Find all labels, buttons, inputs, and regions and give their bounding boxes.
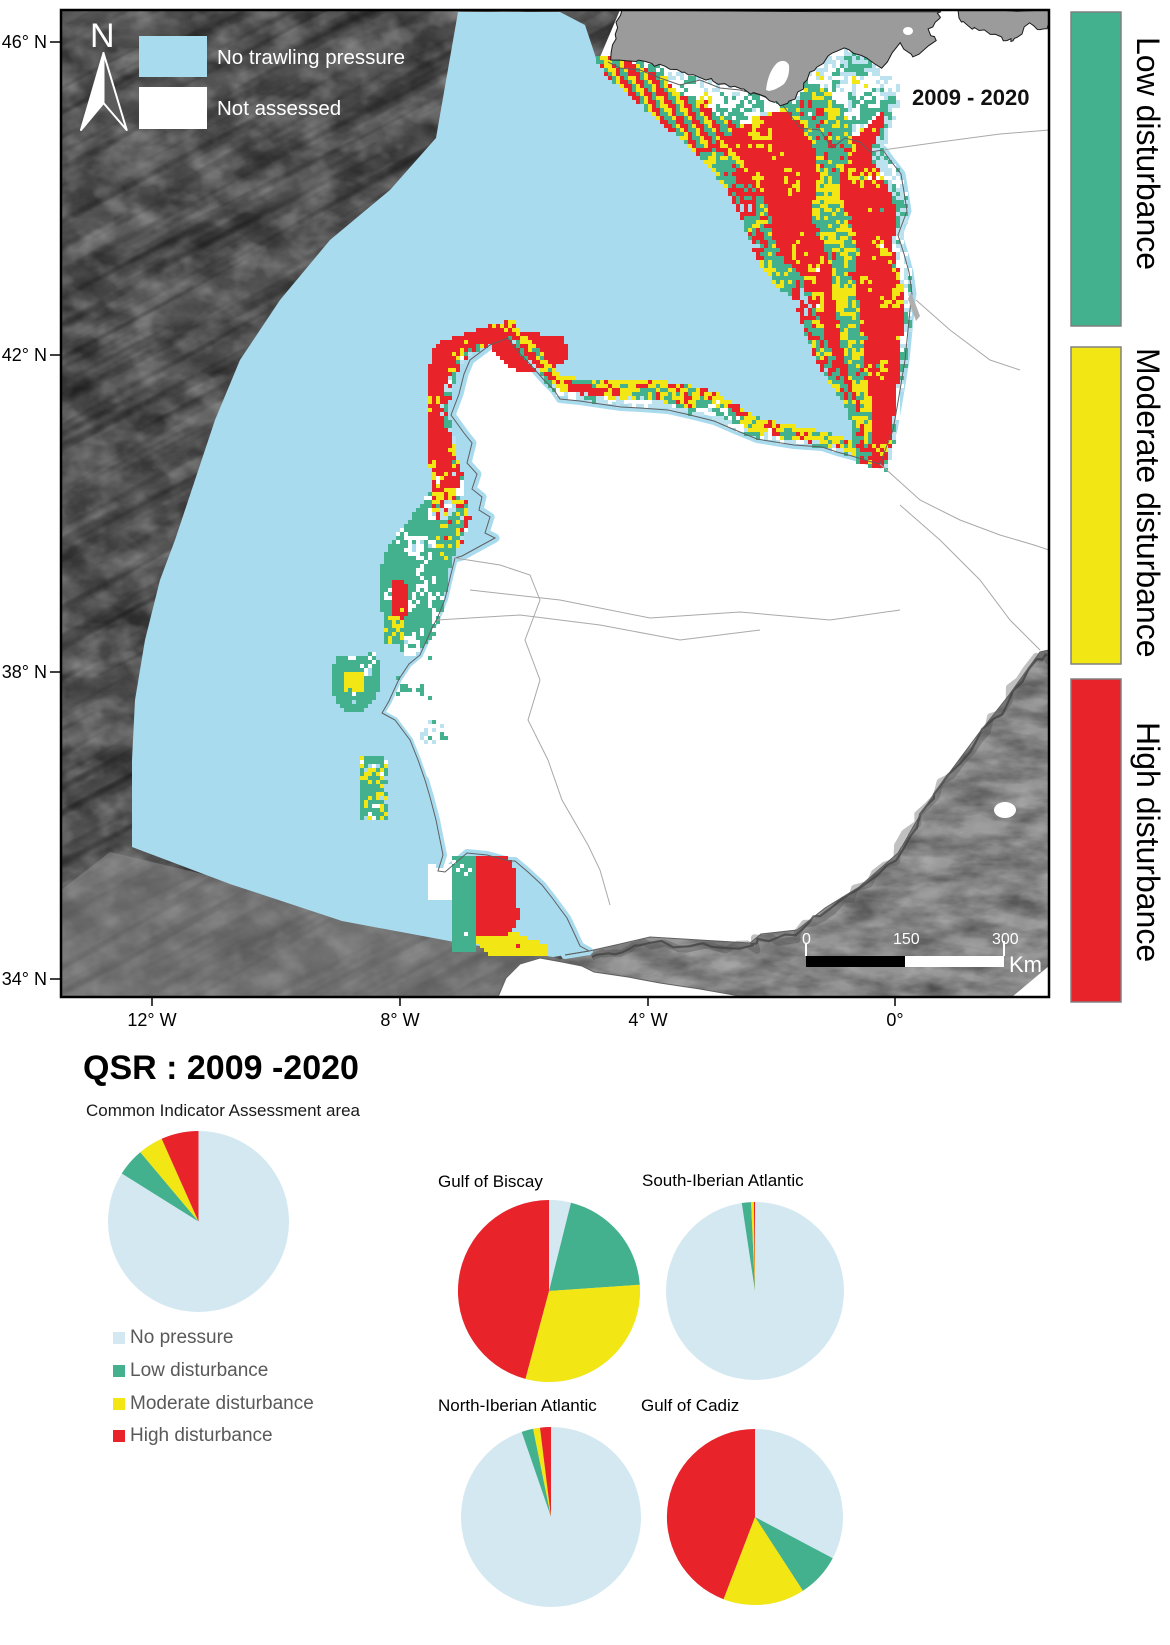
svg-text:34° N: 34° N [2,969,47,989]
svg-text:N: N [90,17,115,55]
svg-text:4° W: 4° W [628,1010,667,1030]
svg-text:38° N: 38° N [2,662,47,682]
svg-text:46° N: 46° N [2,32,47,52]
svg-text:Gulf of Biscay: Gulf of Biscay [438,1172,543,1191]
svg-text:Low disturbance: Low disturbance [1130,37,1166,270]
svg-text:42° N: 42° N [2,345,47,365]
svg-text:South-Iberian Atlantic: South-Iberian Atlantic [642,1171,804,1190]
svg-text:0°: 0° [886,1010,903,1030]
svg-text:Not assessed: Not assessed [217,97,341,120]
svg-text:150: 150 [893,931,920,948]
svg-text:Low disturbance: Low disturbance [130,1360,268,1381]
svg-text:Moderate disturbance: Moderate disturbance [130,1393,314,1414]
svg-text:North-Iberian Atlantic: North-Iberian Atlantic [438,1396,597,1415]
svg-text:High disturbance: High disturbance [1130,722,1166,962]
svg-text:Km: Km [1009,952,1042,977]
svg-text:No trawling pressure: No trawling pressure [217,46,405,69]
svg-text:QSR : 2009 -2020: QSR : 2009 -2020 [83,1049,359,1087]
svg-text:No pressure: No pressure [130,1327,234,1348]
svg-text:Common Indicator Assessment ar: Common Indicator Assessment area [86,1101,361,1120]
svg-text:300: 300 [992,931,1019,948]
svg-text:Gulf of Cadiz: Gulf of Cadiz [641,1396,739,1415]
svg-text:0: 0 [802,931,811,948]
svg-text:8° W: 8° W [380,1010,419,1030]
svg-text:Moderate disturbance: Moderate disturbance [1130,348,1166,658]
svg-text:High disturbance: High disturbance [130,1425,273,1446]
svg-text:2009 - 2020: 2009 - 2020 [912,85,1029,110]
svg-text:12° W: 12° W [127,1010,176,1030]
